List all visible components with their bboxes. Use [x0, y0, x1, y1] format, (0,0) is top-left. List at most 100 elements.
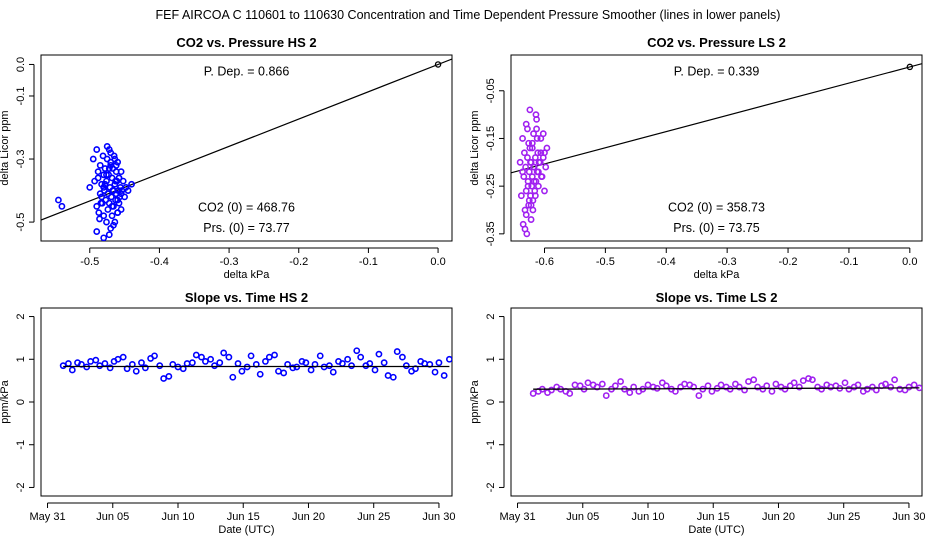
- data-point: [98, 193, 106, 201]
- data-point: [790, 379, 798, 387]
- data-point: [535, 168, 542, 176]
- data-point: [229, 373, 237, 381]
- data-point: [128, 180, 135, 188]
- data-point: [366, 360, 374, 367]
- data-point: [536, 158, 544, 166]
- data-point: [576, 382, 584, 390]
- data-point: [93, 228, 101, 235]
- data-point: [759, 385, 767, 393]
- data-point: [863, 385, 871, 393]
- data-point: [530, 177, 538, 185]
- data-point: [103, 218, 110, 226]
- x-tick-label: -0.3: [718, 256, 737, 268]
- annotation-value: 73.75: [725, 221, 760, 235]
- y-tick-label: 1: [15, 356, 27, 362]
- annotation-label: Prs. (0) =: [673, 221, 725, 235]
- chart-title: CO2 vs. Pressure HS 2: [176, 35, 316, 50]
- data-point: [108, 202, 116, 210]
- y-axis-label: delta Licor ppm: [469, 110, 481, 185]
- y-axis-label: delta Licor ppm: [0, 110, 11, 185]
- x-axis-label: Date (UTC): [688, 524, 744, 536]
- x-tick-label: -0.3: [220, 256, 239, 268]
- x-tick-label: 0.0: [902, 256, 917, 268]
- data-point: [375, 350, 383, 358]
- data-point: [626, 389, 634, 396]
- data-point: [107, 158, 115, 166]
- x-tick-label: -0.2: [289, 256, 308, 268]
- plot-area: [511, 63, 922, 238]
- data-point: [100, 234, 108, 241]
- hs-pressure-panel: CO2 vs. Pressure HS 2 -0.5 -0.4 -0.3 -0.2 -0.…: [0, 35, 453, 281]
- data-point: [188, 359, 196, 367]
- data-point: [96, 161, 104, 169]
- annotation-value: 73.77: [255, 221, 290, 235]
- plot-area: [59, 347, 452, 382]
- x-tick-label: -0.6: [535, 256, 554, 268]
- data-point: [520, 149, 528, 157]
- annotation-value: 358.73: [723, 201, 765, 215]
- data-point: [681, 380, 688, 388]
- data-point: [348, 362, 355, 370]
- y-axis-label: ppm/kPa: [469, 379, 481, 423]
- data-point: [262, 358, 269, 365]
- data-point: [96, 362, 104, 370]
- data-point: [805, 375, 812, 382]
- data-point: [117, 168, 125, 176]
- data-point: [112, 177, 119, 185]
- data-point: [530, 163, 537, 171]
- data-point: [156, 362, 164, 370]
- data-point: [695, 392, 703, 399]
- data-point: [522, 211, 530, 219]
- data-point: [353, 347, 361, 355]
- data-point: [86, 184, 94, 191]
- data-point: [94, 168, 102, 176]
- data-point: [234, 360, 242, 367]
- x-tick-label: Jun 15: [227, 511, 260, 523]
- data-point: [95, 209, 103, 217]
- annotation-value: 0.866: [255, 65, 290, 79]
- data-point: [541, 187, 548, 195]
- data-point: [891, 376, 898, 384]
- annotation-label: Prs. (0) =: [203, 221, 255, 235]
- data-point: [533, 125, 540, 133]
- data-point: [114, 355, 122, 363]
- data-point: [371, 366, 379, 374]
- y-tick-label: -0.15: [485, 126, 497, 151]
- data-point: [526, 106, 534, 114]
- data-point: [630, 383, 638, 391]
- y-tick-label: -0.35: [485, 221, 497, 246]
- y-tick-label: 0: [15, 399, 27, 405]
- data-point: [103, 143, 111, 150]
- y-tick-label: -2: [485, 483, 497, 493]
- data-point: [854, 381, 862, 389]
- data-point: [118, 187, 126, 194]
- data-point: [109, 187, 117, 194]
- y-axis-label: ppm/kPa: [0, 379, 11, 423]
- data-point: [107, 149, 115, 157]
- data-point: [593, 383, 601, 391]
- data-point: [96, 215, 103, 223]
- data-point: [529, 206, 537, 214]
- data-point: [207, 355, 215, 363]
- data-point: [106, 364, 114, 372]
- data-point: [119, 353, 127, 361]
- data-point: [704, 382, 712, 390]
- data-point: [532, 111, 540, 119]
- data-point: [534, 149, 542, 157]
- data-point: [93, 202, 101, 210]
- x-tick-label: Jun 20: [762, 511, 795, 523]
- data-point: [809, 376, 816, 384]
- data-point: [521, 225, 529, 233]
- x-tick-label: Jun 15: [697, 511, 730, 523]
- data-point: [745, 378, 752, 385]
- data-point: [329, 368, 337, 376]
- data-point: [538, 173, 545, 181]
- data-point: [649, 383, 657, 391]
- data-point: [165, 372, 173, 380]
- data-point: [566, 390, 574, 397]
- annotation: CO2 (0) = 468.76: [198, 201, 295, 215]
- data-point: [535, 182, 542, 190]
- data-point: [87, 358, 94, 365]
- data-point: [644, 381, 652, 389]
